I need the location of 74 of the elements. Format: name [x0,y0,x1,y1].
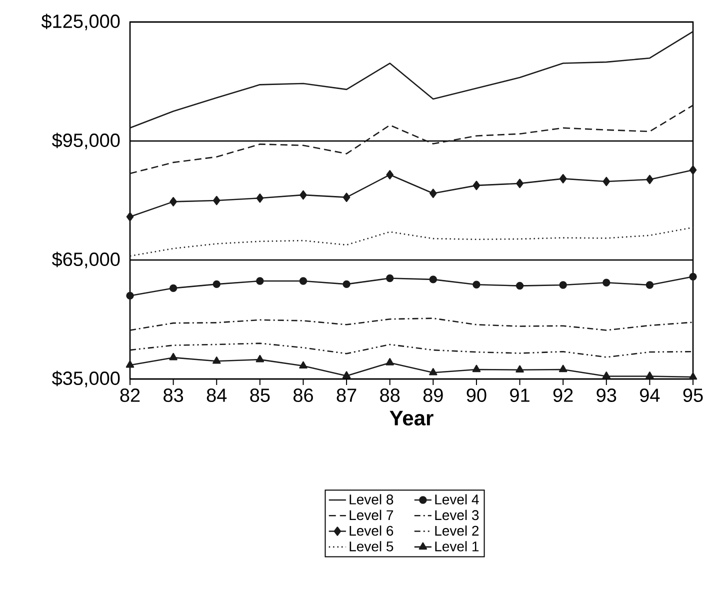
point [212,280,220,288]
x-tick-label: 94 [640,388,660,402]
x-tick-label: 83 [164,388,184,402]
point [688,372,698,380]
line-series [129,318,694,331]
y-tick-label: $95,000 [52,132,120,150]
legend-label: Level 8 [350,494,394,504]
x-tick-label: 95 [683,388,703,402]
line-series [129,226,694,257]
point [386,170,394,180]
point [516,282,524,290]
point [516,365,524,373]
point [126,360,134,368]
x-tick-label: 90 [466,388,486,402]
point [429,368,438,376]
point [558,364,568,372]
y-tick-label: $125,000 [41,14,120,30]
point [602,278,610,286]
line-series [129,30,694,129]
point [212,356,221,364]
point [430,188,437,198]
point [559,281,567,289]
x-tick-label: 82 [120,388,140,402]
point [429,276,438,284]
point [472,280,480,288]
legend-label: Level 3 [435,510,479,520]
y-tick-label: $65,000 [52,252,120,268]
point [256,277,264,285]
point [386,274,394,282]
x-tick-label: 92 [553,388,573,402]
point [689,165,697,175]
point [256,354,264,362]
legend-label: Level 5 [350,541,394,552]
point [212,196,220,206]
point [126,292,134,300]
legend-label: Level 2 [435,525,479,536]
x-tick-label: 85 [250,388,270,402]
point [516,178,524,188]
point [299,361,308,369]
x-tick-label: 87 [336,388,356,402]
point [386,358,394,366]
point [342,280,350,288]
point [299,277,308,285]
x-axis-title: Year [390,410,434,426]
point [342,371,351,378]
x-tick-label: 86 [294,388,313,402]
point [472,364,481,372]
x-tick-label: 88 [380,388,400,402]
legend-label: Level 4 [435,494,479,504]
y-tick-label: $35,000 [52,370,120,388]
legend-label: Level 6 [350,525,394,536]
x-tick-label: 89 [423,388,443,402]
point [646,174,654,184]
point [169,284,178,292]
point [256,193,264,203]
x-tick-label: 84 [206,388,227,402]
point [602,372,611,379]
x-tick-label: 93 [596,388,616,402]
point [646,372,654,379]
point [169,352,178,360]
point [300,190,307,200]
point [472,180,480,190]
point [126,212,134,222]
point [170,197,177,206]
point [342,192,350,202]
point [559,174,567,184]
legend-label: Level 1 [435,541,479,552]
point [689,272,697,281]
legend-label: Level 7 [350,510,394,520]
point [602,176,610,186]
line-series [129,342,694,358]
x-tick-label: 91 [510,388,530,402]
point [646,281,654,289]
line-series [129,104,694,174]
